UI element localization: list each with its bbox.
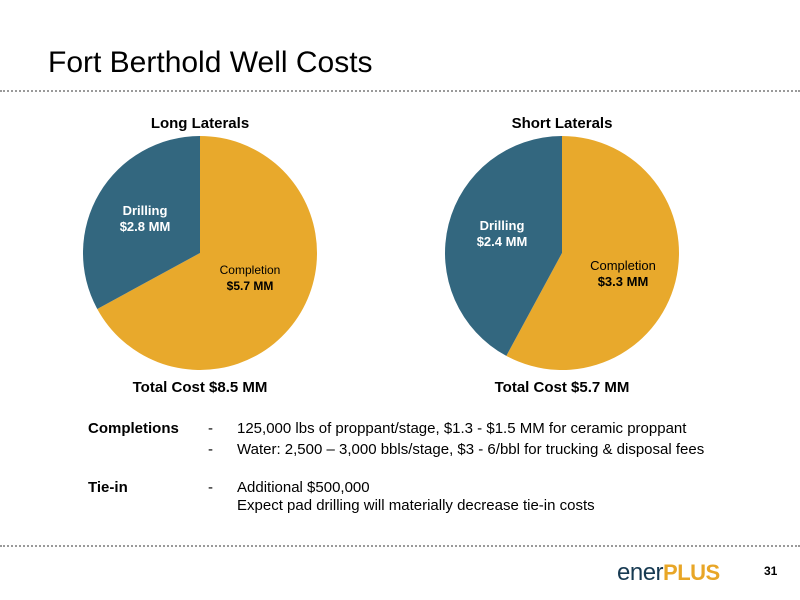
notes-line: Additional $500,000 <box>237 479 370 496</box>
slice-label-name: Completion <box>590 258 656 273</box>
slice-label-value: $2.8 MM <box>120 219 171 234</box>
notes-heading-tiein: Tie-in <box>88 479 128 496</box>
slice-label-name: Drilling <box>480 218 525 233</box>
bullet-dash: - <box>208 479 213 496</box>
bullet-dash: - <box>208 420 213 437</box>
slice-label-value: $3.3 MM <box>598 274 649 289</box>
pie-slice-drilling <box>83 136 200 309</box>
chart-title: Long Laterals <box>151 115 249 132</box>
bottom-divider <box>0 545 800 547</box>
slice-label-value: $5.7 MM <box>227 279 274 293</box>
notes-line: Expect pad drilling will materially decr… <box>237 497 595 514</box>
total-cost-label: Total Cost $8.5 MM <box>133 379 268 396</box>
slice-label-name: Drilling <box>123 203 168 218</box>
bullet-dash: - <box>208 441 213 458</box>
top-divider <box>0 90 800 92</box>
notes-line: Water: 2,500 – 3,000 bbls/stage, $3 - 6/… <box>237 441 705 458</box>
chart-title: Short Laterals <box>512 115 613 132</box>
logo-text-plus: PLUS <box>663 560 720 585</box>
slice-label-value: $2.4 MM <box>477 234 528 249</box>
notes-line: 125,000 lbs of proppant/stage, $1.3 - $1… <box>237 420 687 437</box>
slice-label-name: Completion <box>220 263 281 277</box>
total-cost-label: Total Cost $5.7 MM <box>495 379 630 396</box>
slide-title: Fort Berthold Well Costs <box>48 46 373 79</box>
notes-heading-completions: Completions <box>88 420 179 437</box>
pie-slice-completion <box>97 136 318 371</box>
logo-text-ener: ener <box>617 559 664 586</box>
enerplus-logo: enerPLUS <box>617 559 720 587</box>
page-number: 31 <box>764 564 778 578</box>
pie-slice-drilling <box>445 136 562 356</box>
pie-slice-completion <box>506 136 679 370</box>
